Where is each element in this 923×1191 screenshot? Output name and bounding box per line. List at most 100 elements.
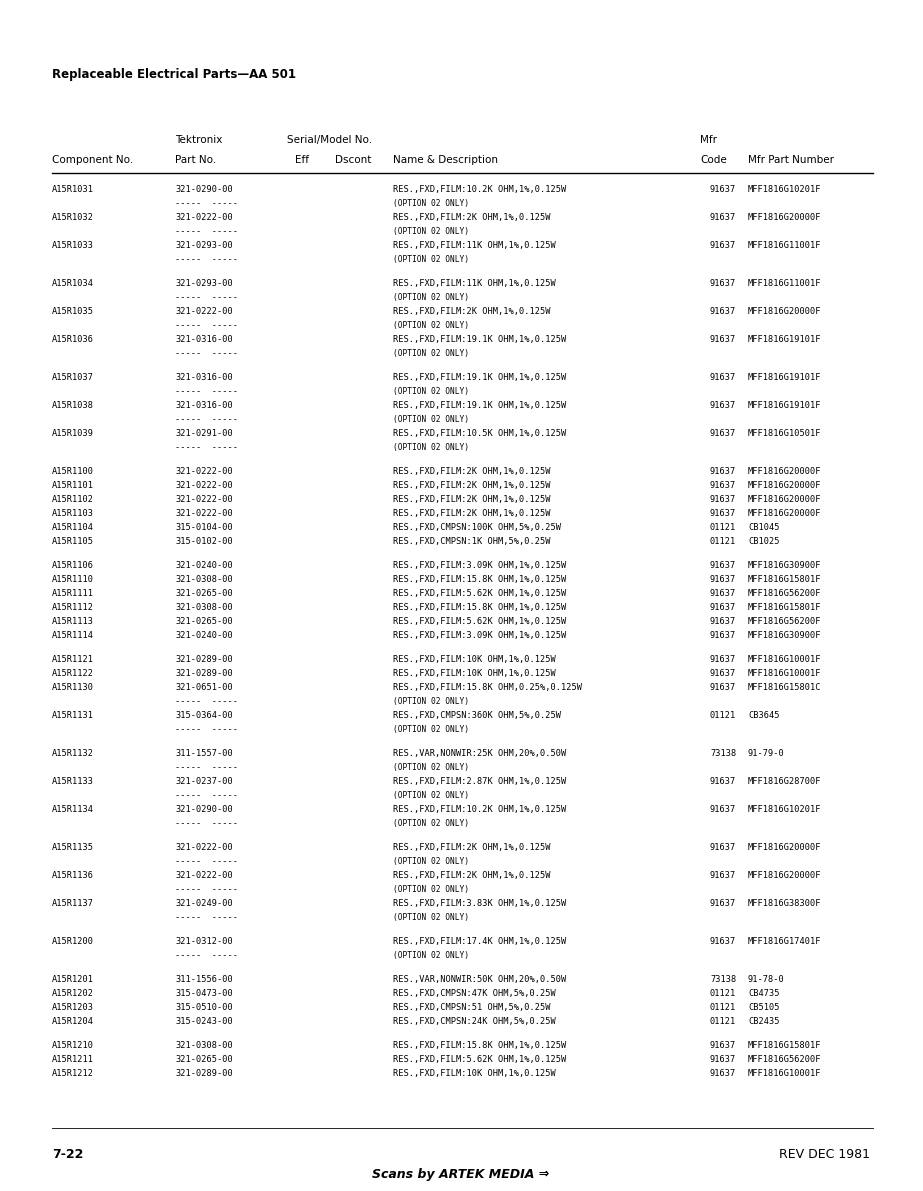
Text: 01121: 01121 (710, 537, 737, 545)
Text: A15R1100: A15R1100 (52, 467, 94, 476)
Text: Part No.: Part No. (175, 155, 216, 166)
Text: 315-0364-00: 315-0364-00 (175, 711, 233, 721)
Text: MFF1816G28700F: MFF1816G28700F (748, 777, 821, 786)
Text: RES.,FXD,CMPSN:1K OHM,5%,0.25W: RES.,FXD,CMPSN:1K OHM,5%,0.25W (393, 537, 550, 545)
Text: A15R1105: A15R1105 (52, 537, 94, 545)
Text: (OPTION 02 ONLY): (OPTION 02 ONLY) (393, 725, 469, 734)
Text: 321-0316-00: 321-0316-00 (175, 373, 233, 382)
Text: (OPTION 02 ONLY): (OPTION 02 ONLY) (393, 819, 469, 828)
Text: CB1045: CB1045 (748, 523, 780, 532)
Text: RES.,FXD,CMPSN:51 OHM,5%,0.25W: RES.,FXD,CMPSN:51 OHM,5%,0.25W (393, 1003, 550, 1012)
Text: RES.,FXD,FILM:2K OHM,1%,0.125W: RES.,FXD,FILM:2K OHM,1%,0.125W (393, 509, 550, 518)
Text: MFF1816G56200F: MFF1816G56200F (748, 617, 821, 626)
Text: -----  -----: ----- ----- (175, 950, 238, 960)
Text: A15R1102: A15R1102 (52, 495, 94, 504)
Text: -----  -----: ----- ----- (175, 791, 238, 800)
Text: A15R1038: A15R1038 (52, 401, 94, 410)
Text: A15R1032: A15R1032 (52, 213, 94, 222)
Text: 321-0312-00: 321-0312-00 (175, 937, 233, 946)
Text: (OPTION 02 ONLY): (OPTION 02 ONLY) (393, 349, 469, 358)
Text: RES.,FXD,FILM:19.1K OHM,1%,0.125W: RES.,FXD,FILM:19.1K OHM,1%,0.125W (393, 401, 566, 410)
Text: -----  -----: ----- ----- (175, 725, 238, 734)
Text: 321-0222-00: 321-0222-00 (175, 509, 233, 518)
Text: MFF1816G17401F: MFF1816G17401F (748, 937, 821, 946)
Text: RES.,FXD,FILM:5.62K OHM,1%,0.125W: RES.,FXD,FILM:5.62K OHM,1%,0.125W (393, 590, 566, 598)
Text: 91637: 91637 (710, 590, 737, 598)
Text: 315-0243-00: 315-0243-00 (175, 1017, 233, 1025)
Text: Mfr: Mfr (700, 135, 717, 145)
Text: RES.,FXD,FILM:2.87K OHM,1%,0.125W: RES.,FXD,FILM:2.87K OHM,1%,0.125W (393, 777, 566, 786)
Text: MFF1816G10001F: MFF1816G10001F (748, 655, 821, 665)
Text: (OPTION 02 ONLY): (OPTION 02 ONLY) (393, 697, 469, 706)
Text: A15R1110: A15R1110 (52, 575, 94, 584)
Text: RES.,FXD,FILM:2K OHM,1%,0.125W: RES.,FXD,FILM:2K OHM,1%,0.125W (393, 495, 550, 504)
Text: 321-0237-00: 321-0237-00 (175, 777, 233, 786)
Text: -----  -----: ----- ----- (175, 255, 238, 264)
Text: A15R1203: A15R1203 (52, 1003, 94, 1012)
Text: RES.,FXD,FILM:3.09K OHM,1%,0.125W: RES.,FXD,FILM:3.09K OHM,1%,0.125W (393, 561, 566, 570)
Text: A15R1210: A15R1210 (52, 1041, 94, 1050)
Text: 91637: 91637 (710, 655, 737, 665)
Text: -----  -----: ----- ----- (175, 387, 238, 395)
Text: 01121: 01121 (710, 989, 737, 998)
Text: A15R1114: A15R1114 (52, 631, 94, 640)
Text: 321-0308-00: 321-0308-00 (175, 603, 233, 612)
Text: MFF1816G11001F: MFF1816G11001F (748, 279, 821, 288)
Text: A15R1112: A15R1112 (52, 603, 94, 612)
Text: 321-0651-00: 321-0651-00 (175, 682, 233, 692)
Text: -----  -----: ----- ----- (175, 885, 238, 894)
Text: 91637: 91637 (710, 307, 737, 316)
Text: MFF1816G20000F: MFF1816G20000F (748, 509, 821, 518)
Text: (OPTION 02 ONLY): (OPTION 02 ONLY) (393, 255, 469, 264)
Text: Eff: Eff (295, 155, 309, 166)
Text: MFF1816G19101F: MFF1816G19101F (748, 373, 821, 382)
Text: 321-0265-00: 321-0265-00 (175, 590, 233, 598)
Text: MFF1816G19101F: MFF1816G19101F (748, 335, 821, 344)
Text: A15R1200: A15R1200 (52, 937, 94, 946)
Text: 91637: 91637 (710, 843, 737, 852)
Text: MFF1816G11001F: MFF1816G11001F (748, 241, 821, 250)
Text: RES.,FXD,FILM:3.09K OHM,1%,0.125W: RES.,FXD,FILM:3.09K OHM,1%,0.125W (393, 631, 566, 640)
Text: RES.,FXD,FILM:19.1K OHM,1%,0.125W: RES.,FXD,FILM:19.1K OHM,1%,0.125W (393, 335, 566, 344)
Text: 321-0290-00: 321-0290-00 (175, 805, 233, 813)
Text: A15R1033: A15R1033 (52, 241, 94, 250)
Text: 321-0316-00: 321-0316-00 (175, 401, 233, 410)
Text: 01121: 01121 (710, 711, 737, 721)
Text: -----  -----: ----- ----- (175, 293, 238, 303)
Text: MFF1816G20000F: MFF1816G20000F (748, 481, 821, 490)
Text: A15R1111: A15R1111 (52, 590, 94, 598)
Text: 91637: 91637 (710, 617, 737, 626)
Text: A15R1103: A15R1103 (52, 509, 94, 518)
Text: REV DEC 1981: REV DEC 1981 (779, 1148, 870, 1161)
Text: 321-0249-00: 321-0249-00 (175, 899, 233, 908)
Text: -----  -----: ----- ----- (175, 199, 238, 208)
Text: 321-0222-00: 321-0222-00 (175, 871, 233, 880)
Text: RES.,FXD,FILM:15.8K OHM,1%,0.125W: RES.,FXD,FILM:15.8K OHM,1%,0.125W (393, 603, 566, 612)
Text: A15R1035: A15R1035 (52, 307, 94, 316)
Text: A15R1037: A15R1037 (52, 373, 94, 382)
Text: A15R1113: A15R1113 (52, 617, 94, 626)
Text: RES.,FXD,CMPSN:360K OHM,5%,0.25W: RES.,FXD,CMPSN:360K OHM,5%,0.25W (393, 711, 561, 721)
Text: MFF1816G15801F: MFF1816G15801F (748, 1041, 821, 1050)
Text: RES.,FXD,FILM:15.8K OHM,1%,0.125W: RES.,FXD,FILM:15.8K OHM,1%,0.125W (393, 1041, 566, 1050)
Text: A15R1204: A15R1204 (52, 1017, 94, 1025)
Text: Dscont: Dscont (335, 155, 371, 166)
Text: MFF1816G15801F: MFF1816G15801F (748, 575, 821, 584)
Text: RES.,VAR,NONWIR:50K OHM,20%,0.50W: RES.,VAR,NONWIR:50K OHM,20%,0.50W (393, 975, 566, 984)
Text: A15R1135: A15R1135 (52, 843, 94, 852)
Text: A15R1133: A15R1133 (52, 777, 94, 786)
Text: 91637: 91637 (710, 1041, 737, 1050)
Text: (OPTION 02 ONLY): (OPTION 02 ONLY) (393, 913, 469, 922)
Text: 321-0291-00: 321-0291-00 (175, 429, 233, 438)
Text: 01121: 01121 (710, 1003, 737, 1012)
Text: A15R1131: A15R1131 (52, 711, 94, 721)
Text: RES.,FXD,FILM:2K OHM,1%,0.125W: RES.,FXD,FILM:2K OHM,1%,0.125W (393, 467, 550, 476)
Text: 91637: 91637 (710, 335, 737, 344)
Text: 91637: 91637 (710, 871, 737, 880)
Text: -----  -----: ----- ----- (175, 443, 238, 453)
Text: 91637: 91637 (710, 467, 737, 476)
Text: RES.,FXD,FILM:5.62K OHM,1%,0.125W: RES.,FXD,FILM:5.62K OHM,1%,0.125W (393, 1055, 566, 1064)
Text: RES.,FXD,FILM:2K OHM,1%,0.125W: RES.,FXD,FILM:2K OHM,1%,0.125W (393, 213, 550, 222)
Text: 315-0102-00: 315-0102-00 (175, 537, 233, 545)
Text: 311-1557-00: 311-1557-00 (175, 749, 233, 757)
